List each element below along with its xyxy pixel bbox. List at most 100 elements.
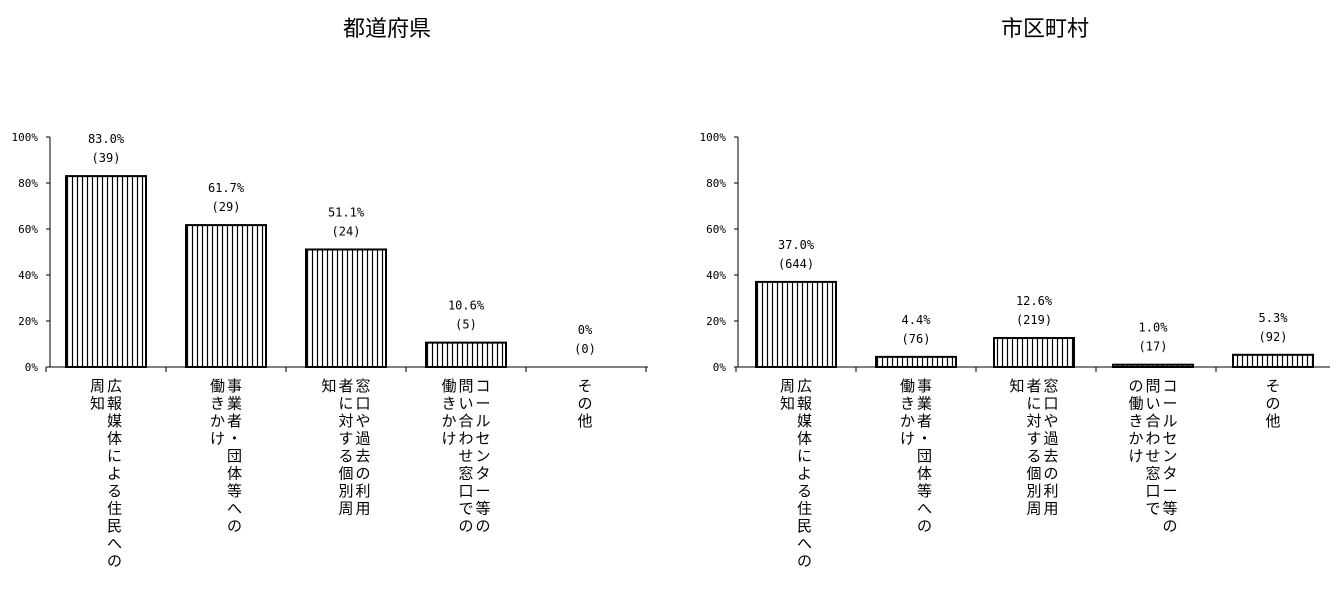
category-char: き <box>210 395 225 413</box>
category-char: 働 <box>900 377 915 395</box>
data-label-percent: 10.6% <box>448 299 485 313</box>
category-char: 団 <box>227 447 242 465</box>
category-char: の <box>107 552 122 570</box>
bar <box>65 175 147 368</box>
category-char: ル <box>1162 412 1177 430</box>
category-char: 等 <box>227 482 242 500</box>
category-char: 報 <box>107 395 122 413</box>
category-char: 知 <box>780 395 795 413</box>
category-char: 去 <box>355 447 370 465</box>
data-label-count: (92) <box>1259 330 1288 344</box>
category-char: け <box>900 430 915 448</box>
category-char: 窓 <box>1043 377 1058 395</box>
bar <box>875 355 957 369</box>
category-char: 知 <box>321 377 336 395</box>
category-char: コ <box>1162 377 1177 395</box>
category-char: へ <box>107 535 122 553</box>
category-char: 過 <box>355 430 370 448</box>
category-char: 口 <box>458 482 473 500</box>
bar <box>425 341 507 368</box>
category-char: 業 <box>227 395 242 413</box>
category-label: 知者に対する個別周 窓口や過去の利用 <box>321 377 370 518</box>
category-char: 民 <box>797 517 812 535</box>
category-char: 利 <box>1043 482 1058 500</box>
data-label-count: (0) <box>574 342 596 356</box>
category-char: で <box>1145 500 1160 518</box>
category-char: 過 <box>1043 430 1058 448</box>
category-char: 働 <box>441 377 456 395</box>
category-char: の <box>1162 517 1177 535</box>
y-tick-label: 20% <box>706 315 726 328</box>
chart-prefectures: 都道府県 100% 80% 60% 40% 20% 0% 83.0% (39) 61.7% (29… <box>12 17 648 570</box>
y-tick-label: 100% <box>12 131 39 144</box>
category-char: け <box>441 430 456 448</box>
category-char: 広 <box>797 377 812 395</box>
category-char: 窓 <box>458 465 473 483</box>
category-char: の <box>1265 395 1280 413</box>
data-label-percent: 5.3% <box>1259 311 1289 325</box>
category-char: か <box>210 412 225 430</box>
category-char: 事 <box>227 377 242 395</box>
category-char: ー <box>1162 395 1177 413</box>
category-char: 利 <box>355 482 370 500</box>
data-label-count: (17) <box>1139 340 1168 354</box>
data-label-count: (39) <box>92 151 121 165</box>
chart-title: 都道府県 <box>343 17 431 42</box>
category-char: セ <box>475 430 490 448</box>
chart-title: 市区町村 <box>1001 17 1089 42</box>
y-tick-label: 100% <box>700 131 727 144</box>
category-char: ー <box>475 482 490 500</box>
category-char: 窓 <box>1145 465 1160 483</box>
category-char: せ <box>458 447 473 465</box>
category-char: ー <box>1162 482 1177 500</box>
category-char: ン <box>1162 447 1177 465</box>
bar <box>1232 353 1314 368</box>
data-label-percent: 0% <box>578 323 593 337</box>
category-char: ・ <box>917 430 932 448</box>
y-tick-label: 60% <box>706 223 726 236</box>
y-tick-label: 0% <box>25 361 39 374</box>
category-char: る <box>338 447 353 465</box>
category-char: 媒 <box>107 412 122 430</box>
category-char: 用 <box>355 500 370 518</box>
category-char: 去 <box>1043 447 1058 465</box>
category-char: る <box>107 482 122 500</box>
data-label-percent: 83.0% <box>88 132 125 146</box>
category-char: タ <box>475 465 490 483</box>
category-char: か <box>1128 430 1143 448</box>
category-char: の <box>577 395 592 413</box>
category-char: そ <box>577 377 592 395</box>
category-char: 体 <box>797 430 812 448</box>
category-char: セ <box>1162 430 1177 448</box>
category-char: 業 <box>917 395 932 413</box>
category-char: せ <box>1145 447 1160 465</box>
data-label-count: (76) <box>902 332 931 346</box>
data-label-percent: 4.4% <box>902 313 932 327</box>
category-char: 対 <box>338 412 353 430</box>
category-char: 合 <box>458 412 473 430</box>
category-char: へ <box>917 500 932 518</box>
category-char: 口 <box>1043 395 1058 413</box>
category-char: 窓 <box>355 377 370 395</box>
data-label-percent: 12.6% <box>1016 294 1053 308</box>
category-char: の <box>917 517 932 535</box>
category-char: の <box>475 517 490 535</box>
category-char: の <box>1043 465 1058 483</box>
data-label-percent: 1.0% <box>1139 321 1169 335</box>
category-char: 団 <box>917 447 932 465</box>
category-char: 働 <box>1128 395 1143 413</box>
category-label: 知者に対する個別周 窓口や過去の利用 <box>1009 377 1058 518</box>
data-label-count: (29) <box>212 200 241 214</box>
category-char: 知 <box>90 395 105 413</box>
category-char: 別 <box>338 482 353 500</box>
data-label-percent: 51.1% <box>328 205 365 219</box>
category-label: その他 <box>1265 377 1280 430</box>
bar <box>185 224 267 368</box>
category-char: で <box>458 500 473 518</box>
data-label-percent: 37.0% <box>778 238 815 252</box>
category-char: 住 <box>797 500 812 518</box>
category-char: す <box>338 430 353 448</box>
bar <box>993 337 1075 368</box>
